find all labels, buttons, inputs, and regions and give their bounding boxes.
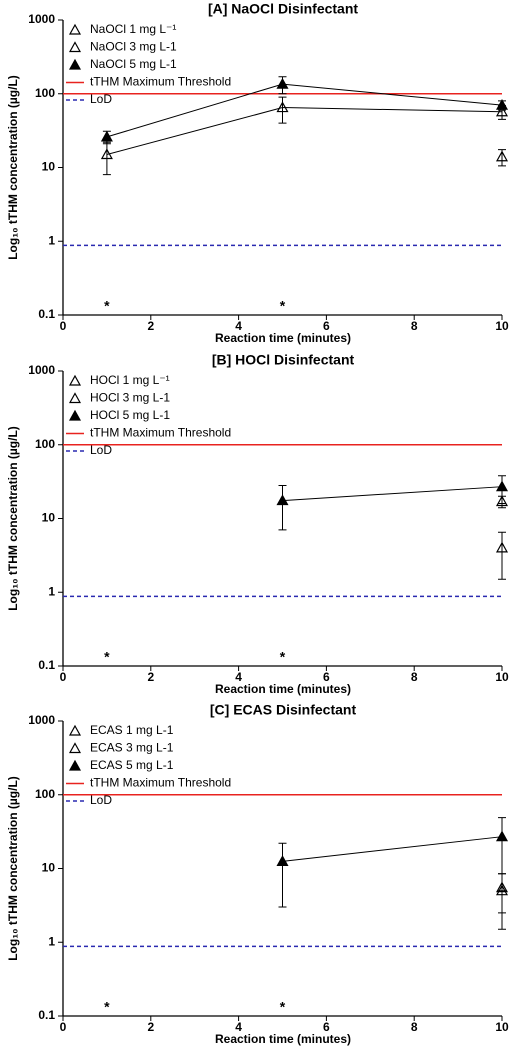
x-tick-label: 4 [235,319,242,333]
y-tick-label: 1 [48,584,55,598]
series-line [282,486,503,502]
x-axis-label: Reaction time (minutes) [215,1032,351,1046]
legend-label: LoD [90,793,112,807]
data-point [495,98,509,110]
series-line [282,836,503,862]
y-tick-label: 10 [42,511,56,525]
y-axis-label: Log₁₀ tTHM concentration (µg/L) [6,776,20,961]
legend-label: NaOCl 1 mg L⁻¹ [90,22,176,36]
x-tick-label: 6 [323,670,330,684]
legend-symbol [68,409,82,421]
data-point [495,881,509,893]
annotation: * [280,649,286,665]
legend-label: NaOCl 3 mg L-1 [90,40,177,54]
annotation: * [280,999,286,1015]
x-tick-label: 10 [495,319,509,333]
legend-label: NaOCl 5 mg L-1 [90,57,177,71]
y-tick-label: 1000 [28,713,55,727]
x-axis-label: Reaction time (minutes) [215,331,351,345]
legend-label: HOCl 1 mg L⁻¹ [90,373,170,387]
annotation: * [104,649,110,665]
annotation: * [280,298,286,314]
chart-title: [A] NaOCl Disinfectant [208,1,358,17]
legend-symbol [68,742,82,754]
y-tick-label: 0.1 [38,658,55,672]
legend-symbol [68,41,82,53]
legend-label: LoD [90,92,112,106]
y-axis-label: Log₁₀ tTHM concentration (µg/L) [6,426,20,611]
annotation: * [104,999,110,1015]
legend-symbol [68,724,82,736]
error-bar [278,96,287,124]
data-point [495,541,509,553]
x-tick-label: 10 [495,670,509,684]
x-tick-label: 4 [235,670,242,684]
data-point [495,105,509,117]
data-point [495,830,509,842]
annotation: * [104,298,110,314]
x-tick-label: 0 [60,319,67,333]
x-tick-label: 2 [147,1020,154,1034]
legend-symbol [68,23,82,35]
legend-label: HOCl 5 mg L-1 [90,408,170,422]
x-axis-label: Reaction time (minutes) [215,682,351,696]
data-point [495,495,509,507]
legend-label: tTHM Maximum Threshold [90,426,231,440]
x-tick-label: 2 [147,670,154,684]
legend-label: LoD [90,443,112,457]
chart-title: [C] ECAS Disinfectant [210,702,357,718]
error-bar [498,817,506,892]
legend-label: ECAS 3 mg L-1 [90,741,174,755]
legend-symbol [68,392,82,404]
legend-label: ECAS 1 mg L-1 [90,723,174,737]
x-tick-label: 8 [411,1020,418,1034]
legend-label: tTHM Maximum Threshold [90,776,231,790]
data-point [100,130,113,142]
x-tick-label: 6 [323,1020,330,1034]
error-bar [278,485,287,531]
data-point [276,494,289,506]
data-point [276,855,289,866]
x-tick-label: 0 [60,670,67,684]
legend-symbol [68,58,82,70]
data-point [100,148,113,160]
x-tick-label: 8 [411,670,418,684]
y-tick-label: 0.1 [38,307,55,321]
y-tick-label: 1000 [28,12,55,26]
data-point [495,150,509,162]
legend-label: ECAS 5 mg L-1 [90,758,174,772]
y-tick-label: 100 [35,86,55,100]
data-point [276,101,289,113]
y-axis-label: Log₁₀ tTHM concentration (µg/L) [6,75,20,260]
chart-title: [B] HOCl Disinfectant [212,352,355,368]
y-tick-label: 10 [42,861,56,875]
y-tick-label: 100 [35,437,55,451]
error-bar [278,842,287,908]
y-tick-label: 100 [35,787,55,801]
y-tick-label: 1000 [28,363,55,377]
legend-symbol [68,374,82,386]
x-tick-label: 8 [411,319,418,333]
y-tick-label: 0.1 [38,1008,55,1022]
x-tick-label: 2 [147,319,154,333]
x-tick-label: 10 [495,1020,509,1034]
x-tick-label: 6 [323,319,330,333]
legend-label: HOCl 3 mg L-1 [90,391,170,405]
data-point [276,77,289,89]
error-bar [498,531,506,580]
legend-label: tTHM Maximum Threshold [90,75,231,89]
x-tick-label: 0 [60,1020,67,1034]
x-tick-label: 4 [235,1020,242,1034]
y-tick-label: 1 [48,934,55,948]
y-tick-label: 1 [48,233,55,247]
data-point [495,480,509,492]
legend-symbol [68,759,82,771]
y-tick-label: 10 [42,160,56,174]
series-line [106,107,503,155]
